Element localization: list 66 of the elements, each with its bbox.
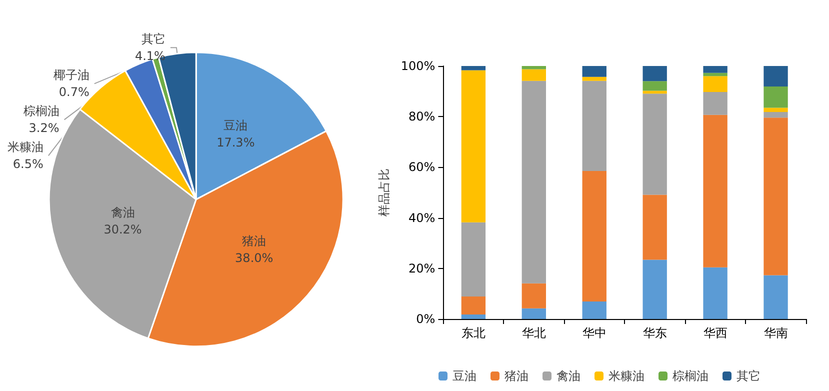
legend-label: 豆油 [452,369,476,383]
x-tick-label: 东北 [461,326,486,340]
bar [764,118,788,276]
bar [461,70,486,222]
bar [642,81,667,91]
bar [764,108,788,112]
bar [642,66,667,82]
slice-label: 椰子油 [53,68,90,82]
legend-label: 禽油 [556,369,580,383]
bar [522,69,546,81]
bar [522,308,546,319]
bar [703,267,728,319]
slice-label: 棕榈油 [23,104,60,118]
x-tick-label: 华中 [582,326,606,340]
bar [642,94,667,195]
slice-label: 米糠油 [7,140,44,154]
bar [461,314,486,319]
bar [764,275,788,319]
x-tick-label: 华北 [522,326,546,340]
slice-label: 其它 [141,32,166,46]
bar [582,76,606,81]
slice-label: 禽油 [110,206,135,220]
legend-label: 其它 [736,369,760,383]
y-tick-label: 20% [408,261,436,276]
bar [461,296,486,314]
bar [522,283,546,308]
bar [522,66,546,70]
x-tick-label: 华西 [703,326,728,340]
bar [582,66,606,77]
y-tick-label: 40% [408,210,436,225]
data-label: 6.5% [12,157,44,172]
y-tick-label: 100% [400,59,436,73]
bar [703,66,728,73]
data-label: 4.1% [134,49,166,64]
data-label: 38.0% [235,250,274,265]
data-label: 3.2% [28,121,60,136]
bar [461,66,486,70]
x-tick-label: 华南 [764,326,788,340]
bar [703,76,728,92]
slice-label: 豆油 [224,118,248,132]
y-axis-title: 样品占比 [377,168,391,216]
slice-label: 猪油 [242,234,266,248]
x-tick-label: 华东 [642,326,667,340]
bar [582,80,606,171]
bar [764,66,788,86]
bar [461,222,486,296]
data-label: 17.3% [216,135,255,150]
bar [642,194,667,260]
bar [642,260,667,319]
bar [764,112,788,118]
bar [703,92,728,115]
legend-label: 猪油 [504,369,528,383]
bar [703,72,728,76]
bar [522,80,546,284]
legend-label: 米糠油 [608,369,644,383]
bar [582,302,606,319]
y-tick-label: 60% [408,160,436,174]
bar [642,90,667,94]
bar [703,114,728,268]
y-tick-label: 80% [408,110,436,124]
data-label: 0.7% [58,85,90,100]
y-tick-label: 0% [416,312,436,326]
data-label: 30.2% [104,222,142,237]
legend-label: 棕榈油 [672,369,708,383]
bar [764,86,788,108]
bar [582,170,606,302]
